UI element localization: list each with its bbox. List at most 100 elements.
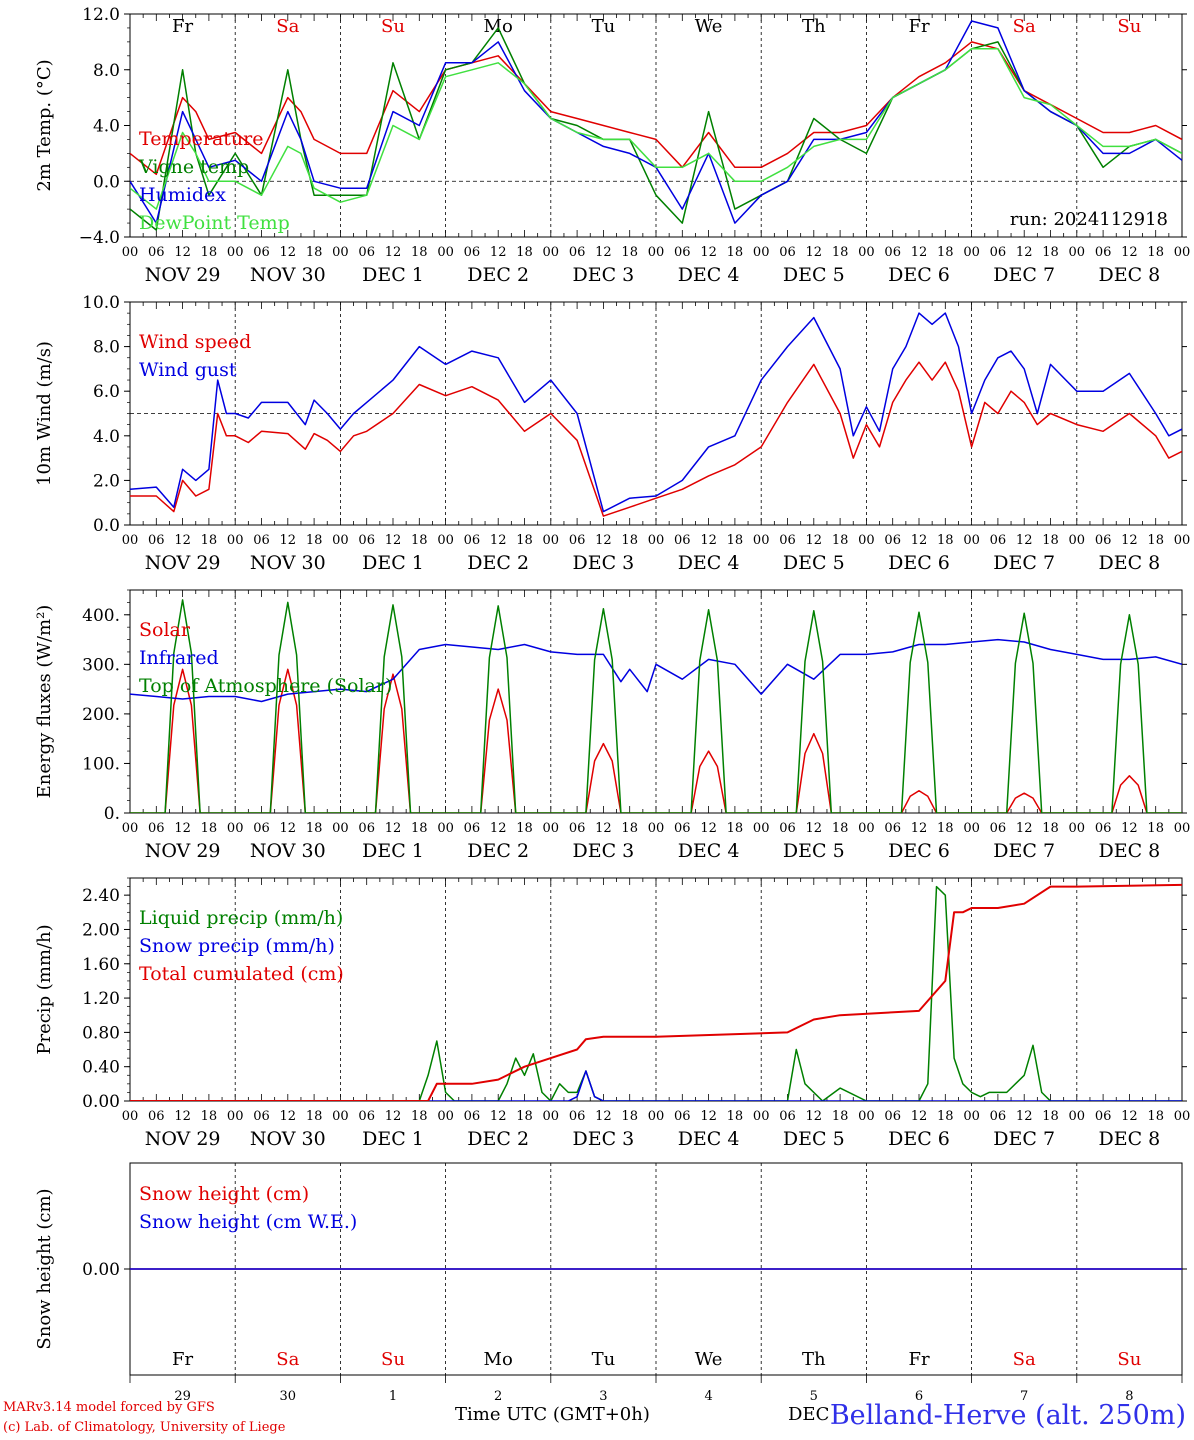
x-hour-label: 06 (464, 821, 481, 836)
x-hour-label: 18 (1147, 245, 1164, 260)
x-date-label: DEC 5 (783, 1128, 845, 1150)
y-tick-label: 2.0 (93, 471, 120, 491)
x-hour-label: 06 (358, 1109, 375, 1124)
series-line-infrared (130, 638, 1182, 703)
x-hour-label: 18 (727, 1109, 744, 1124)
y-axis-label: Snow height (cm) (34, 1188, 55, 1349)
legend-entry: Humidex (139, 184, 226, 206)
x-hour-label: 12 (911, 821, 928, 836)
legend-entry: Snow height (cm) (139, 1183, 309, 1205)
x-hour-label: 12 (806, 1109, 823, 1124)
weekday-label: Su (381, 16, 405, 37)
day-number-label: 3 (599, 1389, 607, 1404)
legend-entry: Wind speed (139, 331, 251, 353)
x-hour-label: 00 (332, 1109, 349, 1124)
x-date-label: DEC 1 (362, 1128, 424, 1150)
x-hour-label: 00 (858, 821, 875, 836)
plot-frame-2 (129, 589, 1183, 814)
x-hour-label: 00 (543, 821, 560, 836)
y-tick-label: 1.60 (82, 955, 120, 975)
x-hour-label: 18 (201, 245, 218, 260)
x-hour-label: 06 (990, 245, 1007, 260)
weekday-label: Sa (1013, 16, 1036, 37)
x-hour-label: 18 (306, 245, 323, 260)
y-tick-label: 4.0 (93, 427, 120, 447)
y-tick-label: 0.00 (82, 1092, 120, 1112)
x-hour-label: 00 (543, 1109, 560, 1124)
x-hour-label: 12 (1016, 533, 1033, 548)
weekday-label: Mo (484, 16, 513, 37)
x-hour-label: 06 (674, 245, 691, 260)
x-hour-label: 12 (174, 245, 191, 260)
x-hour-label: 00 (122, 245, 139, 260)
x-date-label: DEC 8 (1099, 1128, 1161, 1150)
x-date-label: DEC 3 (573, 1128, 635, 1150)
weekday-label: Th (802, 16, 826, 37)
x-hour-label: 00 (227, 1109, 244, 1124)
x-hour-label: 00 (1069, 245, 1086, 260)
series-line-solar (130, 668, 1182, 813)
x-hour-label: 06 (569, 245, 586, 260)
x-date-label: NOV 30 (250, 552, 326, 574)
x-hour-label: 06 (358, 245, 375, 260)
series-line-humidex (130, 20, 1182, 224)
x-hour-label: 06 (779, 533, 796, 548)
x-hour-label: 00 (753, 533, 770, 548)
y-tick-label: 0. (104, 804, 120, 824)
x-date-label: DEC 2 (467, 264, 529, 286)
station-title: Belland-Herve (alt. 250m) (829, 1400, 1186, 1431)
x-hour-label: 06 (253, 1109, 270, 1124)
x-hour-label: 18 (621, 533, 638, 548)
x-date-label: DEC 8 (1099, 840, 1161, 862)
x-hour-label: 12 (595, 821, 612, 836)
x-date-label: DEC 6 (888, 840, 950, 862)
x-date-label: DEC 4 (678, 1128, 740, 1150)
x-hour-label: 00 (963, 821, 980, 836)
x-hour-label: 00 (437, 1109, 454, 1124)
x-hour-label: 00 (858, 533, 875, 548)
x-hour-label: 18 (306, 1109, 323, 1124)
model-credit: MARv3.14 model forced by GFS (3, 1400, 215, 1415)
x-date-label: DEC 2 (467, 1128, 529, 1150)
x-hour-label: 06 (253, 245, 270, 260)
x-date-label: DEC 5 (783, 552, 845, 574)
x-hour-label: 06 (1095, 1109, 1112, 1124)
y-tick-label: 8.0 (93, 61, 120, 81)
x-hour-label: 06 (884, 1109, 901, 1124)
weekday-label: Su (1117, 1349, 1141, 1370)
x-hour-label: 00 (1174, 533, 1191, 548)
x-date-label: DEC 1 (362, 840, 424, 862)
x-hour-label: 18 (727, 533, 744, 548)
x-hour-label: 18 (411, 1109, 428, 1124)
x-hour-label: 18 (1042, 1109, 1059, 1124)
y-axis-label: 2m Temp. (°C) (34, 59, 55, 191)
x-hour-label: 18 (727, 245, 744, 260)
x-hour-label: 18 (621, 821, 638, 836)
x-hour-label: 00 (122, 821, 139, 836)
weekday-label: Th (802, 1349, 826, 1370)
x-date-label: DEC 2 (467, 552, 529, 574)
plot-frame-0 (129, 13, 1183, 238)
x-hour-label: 06 (358, 533, 375, 548)
x-hour-label: 06 (779, 821, 796, 836)
x-date-label: DEC 3 (573, 264, 635, 286)
x-hour-label: 00 (963, 533, 980, 548)
x-hour-label: 00 (227, 245, 244, 260)
x-hour-label: 18 (516, 821, 533, 836)
x-date-label: NOV 30 (250, 840, 326, 862)
x-hour-label: 00 (753, 1109, 770, 1124)
y-axis-label: 10m Wind (m/s) (34, 341, 55, 486)
x-hour-label: 18 (1042, 533, 1059, 548)
x-hour-label: 12 (911, 533, 928, 548)
y-tick-label: 2.00 (82, 920, 120, 940)
legend-entry: Total cumulated (cm) (139, 963, 344, 985)
x-hour-label: 18 (727, 821, 744, 836)
x-hour-label: 18 (621, 1109, 638, 1124)
x-hour-label: 06 (569, 1109, 586, 1124)
x-date-label: DEC 4 (678, 840, 740, 862)
x-hour-label: 18 (832, 533, 849, 548)
overlapped-dec-label: DEC (788, 1404, 830, 1425)
x-hour-label: 00 (332, 245, 349, 260)
x-hour-label: 06 (148, 533, 165, 548)
x-date-label: NOV 30 (250, 264, 326, 286)
